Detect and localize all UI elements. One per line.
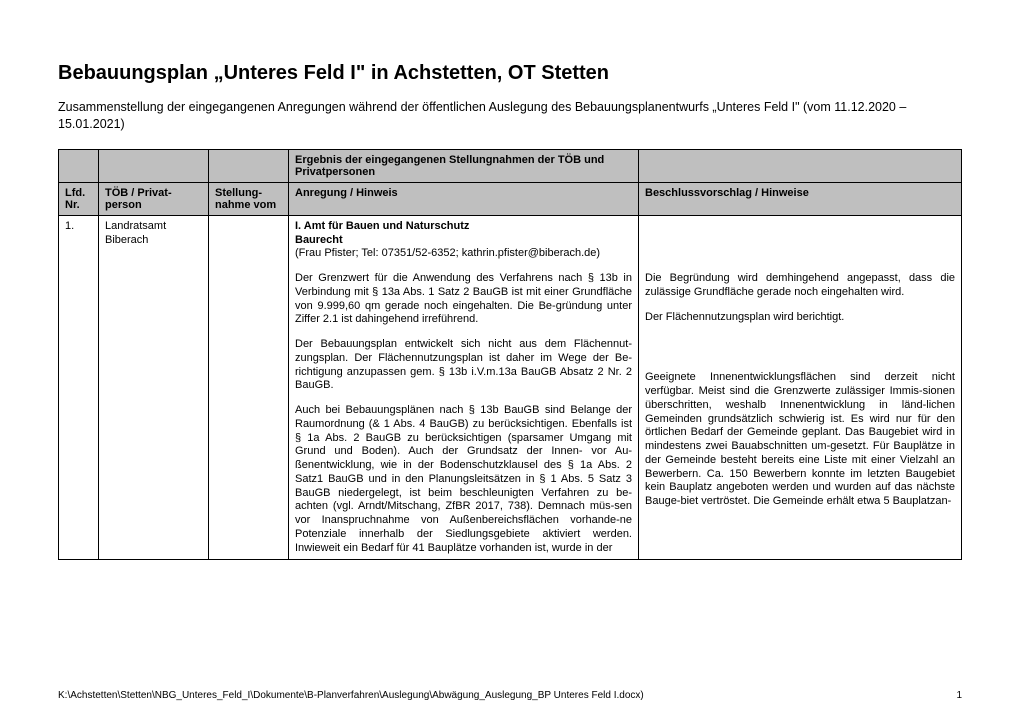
res-p3: Geeignete Innenentwicklungsflächen sind … [645, 371, 955, 509]
header-res: Beschlussvorschlag / Hinweise [639, 182, 962, 215]
cell-who: Landratsamt Biberach [99, 215, 209, 560]
footer-page-number: 1 [956, 690, 962, 701]
res-spacer-1 [645, 220, 955, 234]
res-spacer-3 [645, 247, 955, 261]
hin-p2: Der Bebauungsplan entwickelt sich nicht … [295, 338, 632, 393]
footer-path: K:\Achstetten\Stetten\NBG_Unteres_Feld_I… [58, 690, 644, 701]
hin-heading-2: Baurecht [295, 234, 632, 248]
cell-nr: 1. [59, 215, 99, 560]
preheader-text: Ergebnis der eingegangenen Stellungnahme… [289, 149, 639, 182]
res-spacer-2 [645, 234, 955, 248]
preheader-blank-2 [99, 149, 209, 182]
hin-p1: Der Grenzwert für die Anwendung des Verf… [295, 272, 632, 327]
page-footer: K:\Achstetten\Stetten\NBG_Unteres_Feld_I… [58, 690, 962, 701]
res-p1: Die Begründung wird demhingehend angepas… [645, 272, 955, 300]
table-row: 1. Landratsamt Biberach I. Amt für Bauen… [59, 215, 962, 560]
header-hin: Anregung / Hinweis [289, 182, 639, 215]
hin-contact: (Frau Pfister; Tel: 07351/52-6352; kathr… [295, 247, 632, 261]
comments-table: Ergebnis der eingegangenen Stellungnahme… [58, 149, 962, 561]
cell-res: Die Begründung wird demhingehend angepas… [639, 215, 962, 560]
preheader-blank-1 [59, 149, 99, 182]
page-title: Bebauungsplan „Unteres Feld I" in Achste… [58, 62, 962, 85]
hin-heading-1: I. Amt für Bauen und Naturschutz [295, 220, 632, 234]
preheader-blank-3 [209, 149, 289, 182]
header-row: Lfd. Nr. TÖB / Privat-person Stellung-na… [59, 182, 962, 215]
header-who: TÖB / Privat-person [99, 182, 209, 215]
header-nr: Lfd. Nr. [59, 182, 99, 215]
preheader-blank-4 [639, 149, 962, 182]
hin-p3: Auch bei Bebauungsplänen nach § 13b BauG… [295, 404, 632, 555]
cell-hin: I. Amt für Bauen und Naturschutz Baurech… [289, 215, 639, 560]
preheader-row: Ergebnis der eingegangenen Stellungnahme… [59, 149, 962, 182]
res-p2: Der Flächennutzungsplan wird berichtigt. [645, 311, 955, 325]
cell-date [209, 215, 289, 560]
intro-paragraph: Zusammenstellung der eingegangenen Anreg… [58, 99, 962, 133]
document-page: Bebauungsplan „Unteres Feld I" in Achste… [0, 0, 1020, 721]
header-date: Stellung-nahme vom [209, 182, 289, 215]
